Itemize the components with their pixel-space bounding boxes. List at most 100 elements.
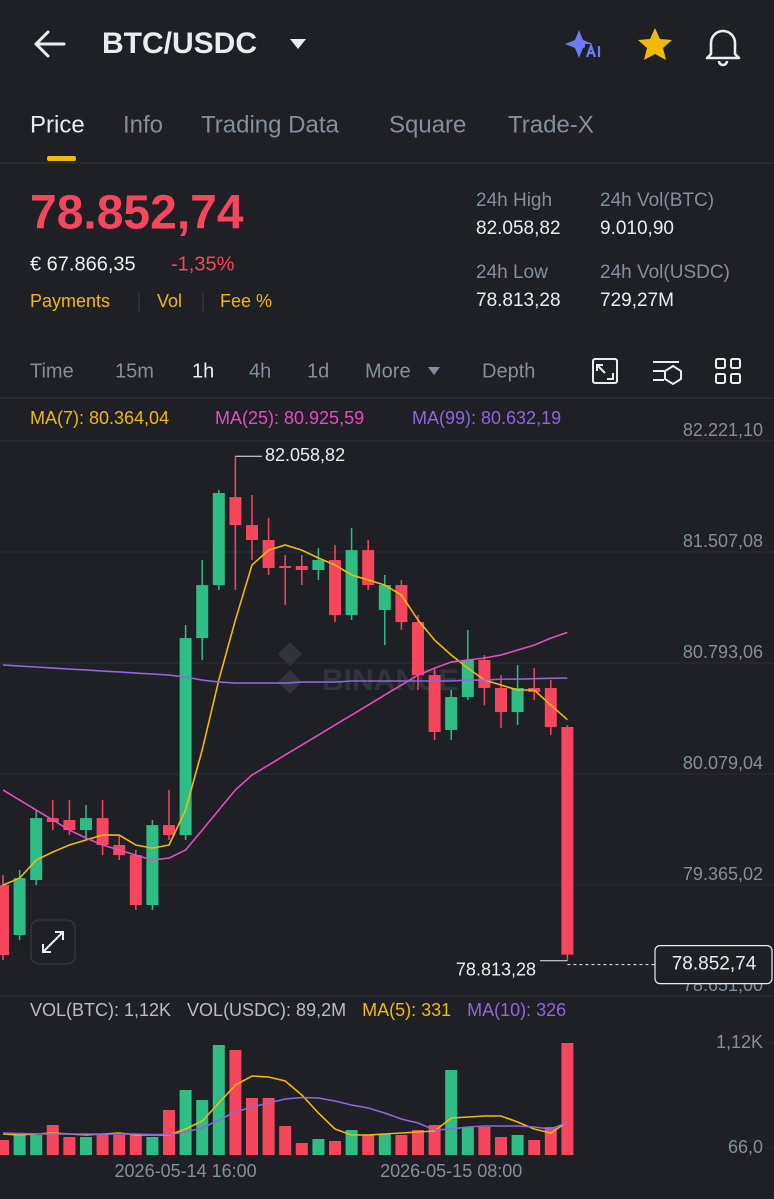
ma-line <box>2 631 568 861</box>
volume-bar <box>495 1137 507 1155</box>
volume-bar <box>113 1135 126 1155</box>
ma-line <box>2 664 568 684</box>
candle-body <box>544 687 557 728</box>
volume-bar <box>30 1135 43 1155</box>
candle-body <box>312 560 325 570</box>
candle-body <box>30 818 43 880</box>
layout-icon[interactable] <box>715 358 741 384</box>
volume-bar <box>528 1140 541 1155</box>
interval[interactable]: 1h <box>192 360 214 382</box>
stat-label: 24h Vol(BTC) <box>600 190 714 211</box>
candle-body <box>246 525 258 540</box>
payments-link[interactable]: Payments <box>30 291 110 311</box>
candle-body <box>445 697 458 730</box>
volume-bar <box>80 1137 92 1155</box>
candle-body <box>461 660 474 698</box>
volume-bar <box>0 1140 9 1155</box>
ma-line <box>2 544 568 886</box>
pair-title[interactable]: BTC/USDC <box>102 27 257 60</box>
candle-body <box>511 687 524 713</box>
ma-legend: MA(7): 80.364,04 <box>30 408 169 428</box>
candle-body <box>262 539 275 568</box>
candle-body <box>179 638 192 836</box>
stat-value: 9.010,90 <box>600 218 674 239</box>
price-change: -1,35% <box>171 253 235 275</box>
volume-bar <box>561 1043 574 1155</box>
y-tick-label: 79.365,02 <box>683 864 763 884</box>
volume-bar <box>179 1090 192 1155</box>
stat-value: 82.058,82 <box>476 218 561 239</box>
active-tab-indicator <box>47 156 76 161</box>
candle-body <box>329 560 341 616</box>
volume-bar <box>212 1045 225 1155</box>
candle-body <box>0 885 9 956</box>
candle-body <box>495 687 507 713</box>
x-tick-label: 2026-05-14 16:00 <box>115 1161 257 1181</box>
ai-icon[interactable] <box>565 30 605 58</box>
candle-body <box>428 675 441 732</box>
volume-bar <box>378 1134 391 1155</box>
volume-ma-line <box>2 1096 568 1136</box>
interval[interactable]: Depth <box>482 360 535 382</box>
candle-body <box>362 550 375 586</box>
volume-bar <box>478 1127 491 1155</box>
volume-bar <box>129 1135 142 1155</box>
volume-bar <box>511 1135 524 1155</box>
candle-body <box>96 818 109 845</box>
volume-bar <box>312 1139 325 1155</box>
candle-body <box>13 878 26 936</box>
candle-body <box>129 855 142 906</box>
tab[interactable]: Trading Data <box>201 111 340 138</box>
expand-button[interactable] <box>30 919 76 965</box>
tab[interactable]: Square <box>389 111 466 138</box>
pair-dropdown[interactable] <box>290 39 306 49</box>
interval[interactable]: Time <box>30 360 74 382</box>
volume-bar <box>329 1141 341 1155</box>
vol-link[interactable]: Vol <box>157 291 182 311</box>
volume-bar <box>544 1127 557 1155</box>
stat-label: 24h High <box>476 190 552 211</box>
ma-legend: MA(99): 80.632,19 <box>412 408 561 428</box>
y-tick-label: 1,12K <box>716 1032 763 1052</box>
price-chart: 82.221,10 81.507,08 80.793,06 80.079,04 79.3… <box>0 408 774 997</box>
tab[interactable]: Price <box>30 111 85 138</box>
candle-body <box>295 565 308 570</box>
volume-bar <box>63 1137 76 1155</box>
volume-bar <box>146 1137 159 1155</box>
volume-bar <box>279 1126 292 1155</box>
volume-legend: VOL(BTC): 1,12K <box>30 1000 171 1020</box>
x-tick-label: 2026-05-15 08:00 <box>380 1161 522 1181</box>
volume-ma-legend: MA(5): 331 <box>362 1000 451 1020</box>
volume-bar <box>362 1135 375 1155</box>
favorite-star[interactable] <box>638 28 672 60</box>
volume-bar <box>246 1098 258 1155</box>
volume-bar <box>262 1098 275 1155</box>
bell-icon[interactable] <box>705 29 741 67</box>
stat-value: 729,27M <box>600 290 674 311</box>
volume-bar <box>163 1110 175 1155</box>
last-price-box <box>654 945 773 985</box>
interval[interactable]: 15m <box>115 360 154 382</box>
volume-legend: VOL(USDC): 89,2M <box>187 1000 346 1020</box>
more-caret[interactable] <box>428 367 440 375</box>
interval[interactable]: More <box>365 360 411 382</box>
volume-chart: 1,12K 66,0 VOL(BTC): 1,12K VOL(USDC): 89,2M… <box>0 1000 772 1181</box>
candle-body <box>146 825 159 906</box>
y-tick-label: 66,0 <box>728 1137 763 1157</box>
candle-body <box>212 493 225 586</box>
tab[interactable]: Trade-X <box>508 111 594 138</box>
candle-body <box>378 585 391 610</box>
indicator-icon[interactable] <box>653 361 682 386</box>
back-button[interactable] <box>34 30 66 58</box>
candle-body <box>478 660 491 688</box>
interval[interactable]: 4h <box>249 360 271 382</box>
fee-link[interactable]: Fee % <box>220 291 272 311</box>
tab[interactable]: Info <box>123 111 163 138</box>
volume-bar <box>345 1130 358 1155</box>
chart-settings-icon[interactable] <box>592 358 618 384</box>
candle-body <box>395 585 408 623</box>
volume-bar <box>395 1135 408 1155</box>
interval[interactable]: 1d <box>307 360 329 382</box>
candle-body <box>345 550 358 616</box>
